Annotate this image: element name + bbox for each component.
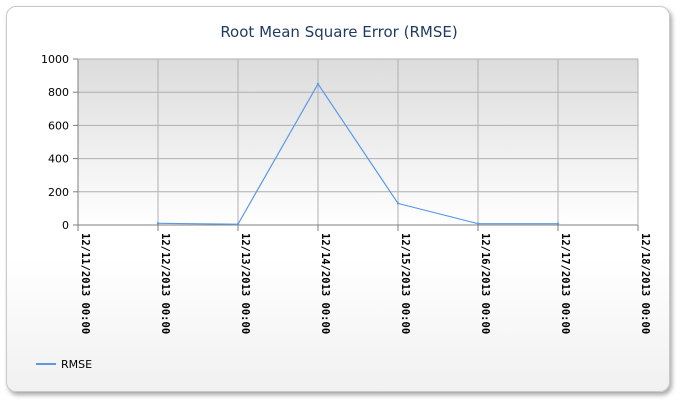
y-tick-label: 600	[48, 119, 69, 132]
x-tick-label: 12/17/2013 00:00	[559, 233, 571, 334]
chart-title: Root Mean Square Error (RMSE)	[220, 23, 457, 41]
data-point	[236, 222, 240, 226]
legend-label: RMSE	[61, 358, 92, 371]
x-tick-label: 12/12/2013 00:00	[159, 233, 171, 334]
y-tick-label: 400	[48, 153, 69, 166]
data-point	[476, 222, 480, 225]
x-tick-label: 12/15/2013 00:00	[399, 233, 411, 334]
x-tick-label: 12/16/2013 00:00	[479, 233, 491, 334]
series-line-0	[157, 82, 558, 225]
plot-area	[78, 59, 638, 225]
x-tick-label: 12/13/2013 00:00	[239, 233, 251, 334]
y-tick-label: 1000	[41, 53, 69, 66]
data-point	[316, 82, 320, 86]
data-point	[396, 202, 400, 205]
y-axis-ticks: 0 200 400 600 800 1000	[41, 53, 69, 232]
data-point	[156, 222, 160, 225]
y-tick-label: 800	[48, 86, 69, 99]
x-tick-label: 12/11/2013 00:00	[79, 233, 91, 334]
x-tick-label: 12/14/2013 00:00	[319, 233, 331, 334]
x-axis-ticks: 12/11/2013 00:00 12/12/2013 00:00 12/13/20…	[79, 233, 651, 334]
series-lines	[156, 82, 560, 226]
y-tick-label: 200	[48, 186, 69, 199]
legend[interactable]: RMSE	[36, 358, 92, 371]
x-tick-label: 12/18/2013 00:00	[639, 233, 651, 334]
data-point	[556, 222, 560, 225]
y-tick-label: 0	[62, 219, 69, 232]
axes	[73, 58, 639, 231]
